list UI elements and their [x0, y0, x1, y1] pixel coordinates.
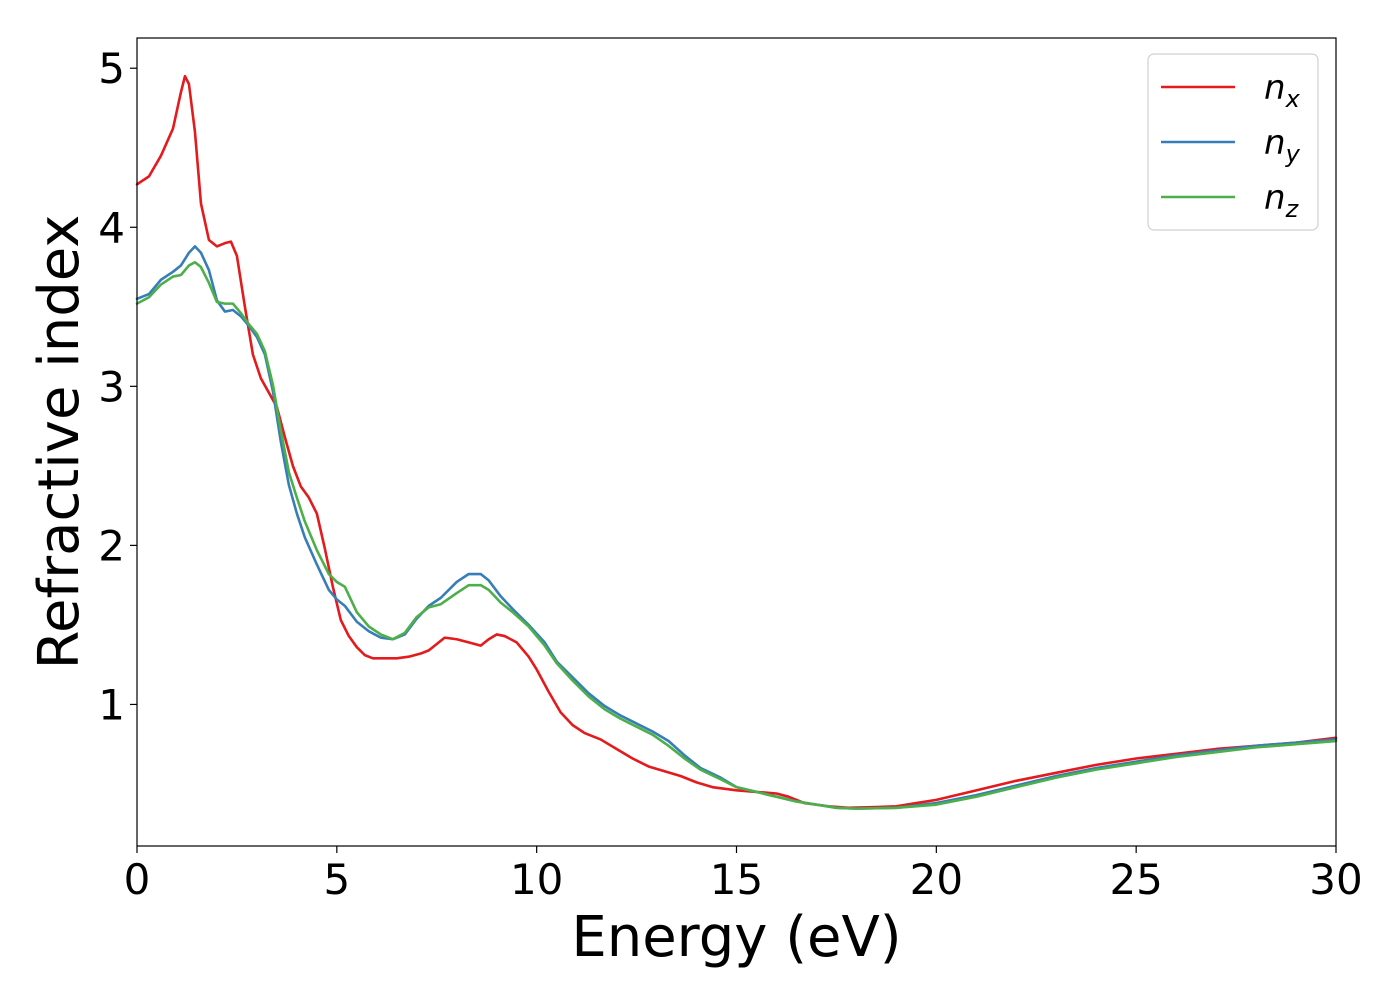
x-tick-label: 15	[710, 855, 763, 904]
y-axis-label: Refractive index	[27, 215, 92, 670]
legend-label-subscript: y	[1285, 140, 1301, 168]
x-tick-label: 0	[124, 855, 151, 904]
y-tick-label: 3	[98, 362, 125, 411]
legend-label-x: nx	[1264, 68, 1301, 113]
x-axis-label: Energy (eV)	[571, 905, 901, 970]
x-tick-label: 30	[1309, 855, 1362, 904]
y-axis-ticks: 1 2 3 4 5	[98, 44, 137, 729]
legend-label-base: n	[1264, 178, 1286, 218]
y-tick-label: 2	[98, 521, 125, 570]
legend-label-y: ny	[1264, 123, 1301, 168]
series-line-z	[135, 260, 1338, 810]
x-tick-label: 20	[910, 855, 963, 904]
legend-label-base: n	[1264, 123, 1286, 163]
legend-label-subscript: z	[1285, 195, 1300, 223]
y-tick-label: 1	[98, 680, 125, 729]
legend-label-subscript: x	[1285, 85, 1301, 113]
x-axis-ticks: 0 5 10 15 20 25 30	[124, 846, 1363, 904]
x-tick-label: 25	[1109, 855, 1162, 904]
legend-label-z: nz	[1264, 178, 1300, 223]
series-layer	[135, 74, 1338, 810]
y-tick-label: 5	[98, 44, 125, 93]
y-tick-label: 4	[98, 203, 125, 252]
legend-label-base: n	[1264, 68, 1286, 108]
x-tick-label: 10	[510, 855, 563, 904]
x-tick-label: 5	[323, 855, 350, 904]
